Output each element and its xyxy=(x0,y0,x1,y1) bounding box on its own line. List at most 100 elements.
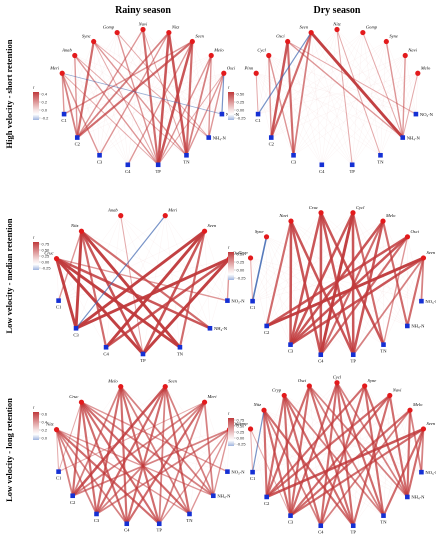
correlation-edge xyxy=(74,257,231,330)
env-node xyxy=(70,493,75,499)
correlation-edge xyxy=(80,230,108,349)
weak-edge xyxy=(250,257,321,355)
weak-edge xyxy=(204,231,211,329)
weak-edge xyxy=(256,73,322,165)
correlation-edge xyxy=(93,41,210,139)
env-node xyxy=(378,152,383,158)
weak-edge xyxy=(258,73,418,115)
correlation-edge xyxy=(141,28,160,166)
correlation-edge xyxy=(286,40,404,139)
env-node xyxy=(74,135,80,140)
genus-node xyxy=(253,70,259,76)
genus-node xyxy=(162,213,168,219)
genus-label: Navi xyxy=(278,213,288,218)
env-node xyxy=(350,523,356,529)
weak-edge xyxy=(310,32,381,156)
legend-tick-label: 0.75 xyxy=(42,241,51,246)
env-node xyxy=(177,344,183,350)
network-panels: Meri Anab Sync Gomp Navi Nitz Seen Melo Osci C1 C2… xyxy=(33,22,436,535)
correlation-edge xyxy=(178,230,206,349)
legend-tick-label: 0.50 xyxy=(237,251,246,256)
genus-label: Osci xyxy=(227,65,236,70)
correlation-edge xyxy=(58,401,82,473)
weak-edge xyxy=(336,29,381,156)
env-node xyxy=(225,469,230,474)
panel-dry-long-legend: r 0.750.500.250.00-0.25 xyxy=(228,411,246,446)
weak-edge xyxy=(263,410,408,498)
genus-node xyxy=(221,70,227,76)
legend-tick-label: -0.25 xyxy=(237,441,247,446)
correlation-edge xyxy=(74,54,78,139)
panel-dry-high-legend: r 0.50 0.25 0.00 -0.25 xyxy=(228,85,246,120)
correlation-edge xyxy=(76,28,144,139)
correlation-edge xyxy=(120,215,144,355)
weak-edge xyxy=(257,32,363,115)
genus-label: Navi xyxy=(138,22,148,27)
weak-edge xyxy=(93,41,100,156)
correlation-edge xyxy=(185,40,194,157)
legend-tick-label: -0.25 xyxy=(237,275,247,280)
genus-node xyxy=(318,210,324,216)
weak-edge xyxy=(271,55,406,138)
legend-tick-label: 0.50 xyxy=(237,423,246,428)
env-node xyxy=(250,469,255,475)
correlation-edge xyxy=(95,385,122,516)
env-label: C1 xyxy=(250,476,256,481)
env-label: C1 xyxy=(56,476,62,481)
correlation-edge xyxy=(76,40,95,139)
genus-label: Syne xyxy=(255,229,264,234)
correlation-edge xyxy=(74,229,83,330)
correlation-edge xyxy=(385,40,404,139)
weak-edge xyxy=(165,386,228,472)
genus-label: Nitz xyxy=(70,223,79,228)
correlation-edge xyxy=(286,40,295,157)
genus-label: Anab xyxy=(107,208,118,213)
weak-edge xyxy=(127,32,170,165)
env-node xyxy=(291,152,296,158)
genus-label: Cruc xyxy=(44,251,53,256)
correlation-edge xyxy=(74,54,187,156)
genus-label: Navi xyxy=(392,387,402,392)
weak-edge xyxy=(74,55,100,156)
correlation-edge xyxy=(257,31,312,115)
env-label: NH₄-N xyxy=(411,324,425,329)
weak-edge xyxy=(336,29,353,165)
correlation-edge xyxy=(75,215,166,329)
weak-edge xyxy=(165,215,211,329)
genus-node xyxy=(285,38,291,45)
correlation-edge xyxy=(157,54,212,166)
correlation-edge xyxy=(319,384,366,527)
legend-tick-label: 0.4 xyxy=(42,91,48,96)
env-label: TP xyxy=(156,169,162,174)
env-node xyxy=(405,494,410,500)
genus-node xyxy=(118,384,124,390)
weak-edge xyxy=(336,382,422,473)
correlation-edge xyxy=(289,394,391,517)
correlation-edge xyxy=(402,72,419,139)
weak-edge xyxy=(179,258,230,348)
correlation-edge xyxy=(336,28,381,156)
genus-node xyxy=(140,26,146,33)
correlation-edge xyxy=(406,256,425,328)
genus-label: Nitz xyxy=(45,422,54,427)
genus-label: Sync xyxy=(82,34,91,39)
genus-label: Meri xyxy=(167,208,178,213)
correlation-edge xyxy=(55,257,145,356)
correlation-edge xyxy=(158,428,231,525)
env-label: C3 xyxy=(288,349,294,354)
correlation-edge xyxy=(265,256,425,328)
correlation-edge xyxy=(80,230,212,330)
genus-node xyxy=(420,426,427,432)
legend-tick-label: 0.00 xyxy=(237,107,246,112)
correlation-edge xyxy=(283,394,355,527)
correlation-edge xyxy=(76,31,170,139)
legend-tick-label: 0.0 xyxy=(42,107,48,112)
genus-label: Seen xyxy=(299,25,308,30)
weak-edge xyxy=(257,41,288,115)
legend-colorbar xyxy=(33,92,39,120)
weak-edge xyxy=(250,257,384,345)
weak-edge xyxy=(310,32,353,165)
env-node xyxy=(225,298,230,303)
weak-edge xyxy=(266,236,291,345)
legend-tick-label: 0.2 xyxy=(42,427,48,432)
